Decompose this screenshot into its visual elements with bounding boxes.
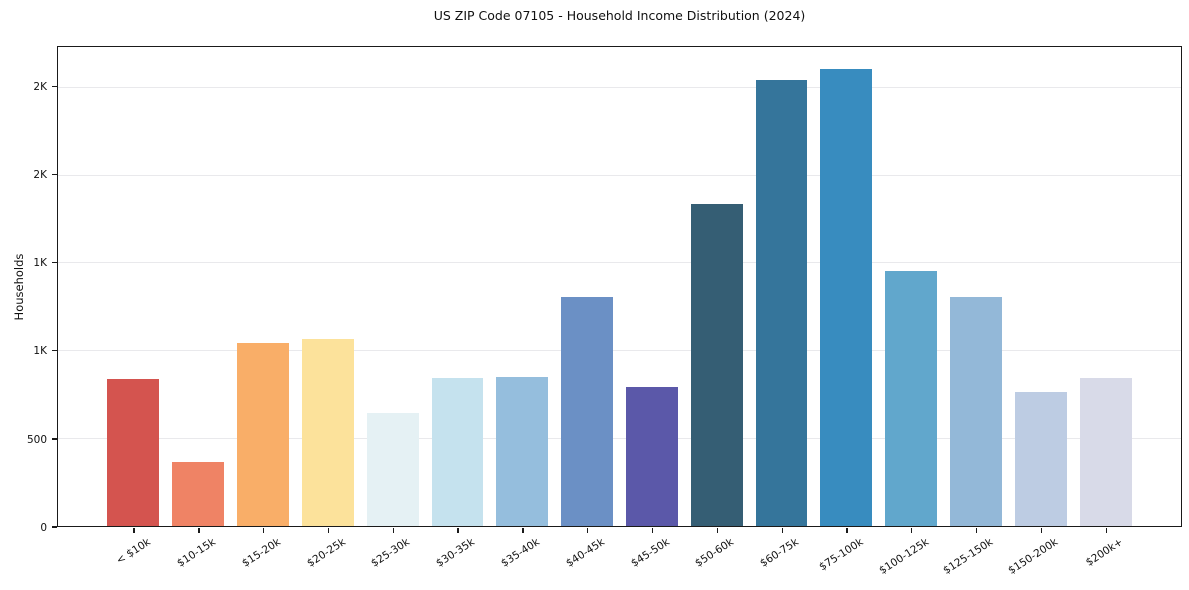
x-tick-label: < $10k bbox=[114, 536, 153, 567]
grid-layer bbox=[58, 47, 1181, 526]
bar-slot: $60-75k bbox=[749, 47, 814, 570]
y-tick-mark bbox=[52, 173, 57, 176]
x-tick-mark bbox=[522, 527, 524, 533]
x-tick-label: $25-30k bbox=[369, 536, 413, 570]
x-tick-mark bbox=[716, 527, 719, 533]
x-tick-mark bbox=[651, 527, 654, 533]
bar-150-200k bbox=[1014, 391, 1067, 526]
x-tick-label: $100-125k bbox=[876, 536, 931, 577]
y-tick-mark bbox=[52, 526, 57, 528]
x-tick-label: $20-25k bbox=[304, 536, 348, 570]
bar-20-25k bbox=[301, 339, 354, 526]
bar-slot: $200k+ bbox=[1073, 47, 1138, 569]
bar-30-35k bbox=[431, 377, 484, 526]
x-tick-mark bbox=[846, 527, 848, 533]
chart-title: US ZIP Code 07105 - Household Income Dis… bbox=[433, 8, 806, 23]
bar-60-75k bbox=[755, 80, 808, 526]
bar-slot: $45-50k bbox=[620, 47, 685, 570]
y-tick-label: 2K bbox=[33, 169, 47, 182]
y-tick-mark bbox=[52, 438, 57, 440]
x-tick-label: $40-45k bbox=[563, 536, 607, 570]
bar-slot: $100-125k bbox=[877, 47, 944, 577]
bar-10k bbox=[107, 378, 160, 526]
bar-100-125k bbox=[885, 270, 938, 526]
y-axis: 0 500 1K 1K 2K 2K bbox=[0, 46, 57, 534]
x-tick-mark bbox=[911, 527, 913, 533]
x-tick-label: $50-60k bbox=[693, 536, 737, 570]
plot-area: < $10k $10-15k $15-20k $20-25k $25-30k $30-35… bbox=[57, 46, 1182, 577]
gridline bbox=[58, 174, 1181, 176]
x-tick-mark bbox=[975, 527, 978, 533]
gridline bbox=[58, 262, 1181, 264]
y-tick-label: 500 bbox=[26, 433, 47, 446]
x-tick-mark bbox=[327, 527, 330, 533]
bar-slot: $15-20k bbox=[231, 47, 296, 570]
x-tick-mark bbox=[133, 527, 135, 533]
bar-45-50k bbox=[625, 387, 678, 526]
bar-slot: $25-30k bbox=[360, 47, 425, 570]
y-tick-mark bbox=[52, 85, 57, 88]
bar-35-40k bbox=[496, 376, 549, 526]
bar-25-30k bbox=[366, 412, 419, 526]
x-tick-label: $200k+ bbox=[1083, 536, 1126, 569]
bar-slot: < $10k bbox=[101, 47, 166, 567]
x-tick-label: $150-200k bbox=[1006, 536, 1061, 577]
bar-slot: $150-200k bbox=[1006, 47, 1073, 577]
x-tick-label: $45-50k bbox=[628, 536, 672, 570]
bar-slot: $40-45k bbox=[555, 47, 620, 570]
bar-75-100k bbox=[820, 68, 873, 526]
gridline bbox=[58, 350, 1181, 352]
x-tick-mark bbox=[392, 527, 394, 533]
x-tick-label: $10-15k bbox=[174, 536, 218, 570]
bar-50-60k bbox=[690, 204, 743, 526]
x-tick-mark bbox=[1040, 527, 1043, 533]
x-tick-mark bbox=[1105, 527, 1107, 533]
y-tick-mark bbox=[52, 350, 57, 352]
bar-10-15k bbox=[172, 461, 225, 526]
bar-slot: $75-100k bbox=[814, 47, 879, 573]
bar-40-45k bbox=[561, 297, 614, 526]
y-tick-label: 1K bbox=[33, 345, 47, 358]
x-tick-label: $35-40k bbox=[498, 536, 542, 570]
y-tick-label: 0 bbox=[40, 521, 47, 534]
x-tick-mark bbox=[263, 527, 265, 533]
x-tick-mark bbox=[781, 527, 783, 533]
bar-slot: $30-35k bbox=[425, 47, 490, 570]
bar-slot: $50-60k bbox=[684, 47, 749, 570]
bar-slot: $10-15k bbox=[166, 47, 231, 570]
bars-layer: < $10k $10-15k $15-20k $20-25k $25-30k $30-35… bbox=[58, 47, 1181, 577]
gridline bbox=[58, 86, 1181, 88]
gridline bbox=[58, 437, 1181, 439]
y-tick-label: 2K bbox=[33, 81, 47, 94]
bar-slot: $35-40k bbox=[490, 47, 555, 570]
bar-slot: $20-25k bbox=[295, 47, 360, 570]
y-tick-label: 1K bbox=[33, 257, 47, 270]
x-tick-label: $125-150k bbox=[941, 536, 996, 577]
x-tick-label: $60-75k bbox=[758, 536, 802, 570]
bar-slot: $125-150k bbox=[941, 47, 1009, 577]
x-tick-label: $75-100k bbox=[817, 536, 866, 574]
bar-200k bbox=[1079, 377, 1132, 526]
x-tick-label: $30-35k bbox=[434, 536, 478, 570]
x-tick-label: $15-20k bbox=[239, 536, 283, 570]
x-tick-mark bbox=[587, 527, 589, 533]
x-tick-mark bbox=[198, 527, 200, 533]
bar-15-20k bbox=[237, 342, 289, 526]
y-tick-mark bbox=[52, 262, 57, 264]
bar-125-150k bbox=[950, 297, 1002, 526]
x-tick-mark bbox=[457, 527, 459, 533]
